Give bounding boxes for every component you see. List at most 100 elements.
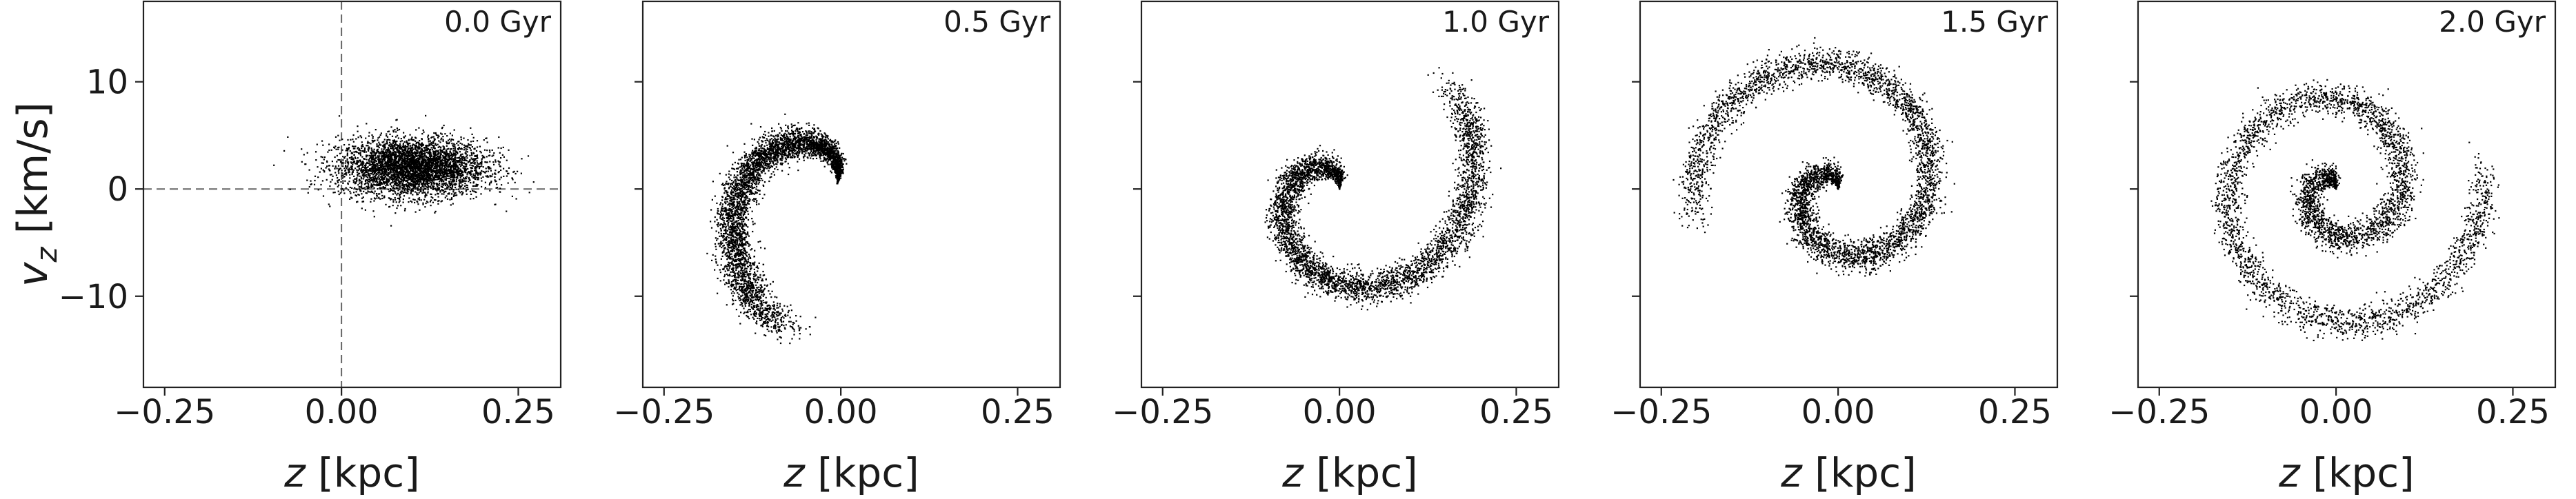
scatter-point xyxy=(392,201,395,203)
scatter-point xyxy=(383,183,386,185)
scatter-point xyxy=(436,167,438,169)
scatter-point xyxy=(360,190,362,192)
scatter-point xyxy=(787,143,790,145)
scatter-point xyxy=(830,163,832,165)
scatter-point xyxy=(357,161,359,163)
scatter-point xyxy=(434,179,436,181)
scatter-point xyxy=(423,174,425,176)
scatter-point xyxy=(437,163,439,165)
scatter-point xyxy=(432,178,435,180)
scatter-point xyxy=(375,164,377,166)
scatter-point xyxy=(370,170,372,172)
scatter-point xyxy=(450,148,452,150)
scatter-point xyxy=(448,182,450,184)
scatter-point xyxy=(476,162,479,164)
scatter-point xyxy=(357,184,359,186)
scatter-point xyxy=(430,167,432,169)
scatter-point xyxy=(400,138,402,140)
scatter-point xyxy=(470,198,472,200)
scatter-point xyxy=(475,166,477,168)
scatter-point xyxy=(453,180,455,183)
scatter-point xyxy=(347,182,349,184)
scatter-point xyxy=(423,131,425,133)
scatter-point xyxy=(407,148,409,150)
scatter-point xyxy=(465,180,467,182)
scatter-point xyxy=(373,192,375,194)
scatter-point xyxy=(730,183,732,185)
scatter-point xyxy=(443,156,446,159)
scatter-point xyxy=(356,163,358,165)
scatter-point xyxy=(764,161,766,163)
scatter-point xyxy=(370,186,372,188)
scatter-point xyxy=(466,165,468,167)
scatter-point xyxy=(350,196,352,198)
scatter-point xyxy=(495,203,497,205)
scatter-point xyxy=(359,153,361,155)
scatter-point xyxy=(389,157,391,160)
scatter-point xyxy=(397,145,400,147)
scatter-point xyxy=(404,145,406,147)
scatter-point xyxy=(352,145,354,147)
scatter-point xyxy=(450,187,453,190)
scatter-point xyxy=(438,188,440,190)
scatter-point xyxy=(416,166,418,168)
scatter-point xyxy=(409,162,411,164)
scatter-point xyxy=(747,232,749,234)
scatter-point xyxy=(758,313,760,315)
scatter-point xyxy=(383,187,386,190)
scatter-point xyxy=(375,178,377,180)
scatter-point xyxy=(383,177,385,179)
scatter-point xyxy=(399,198,401,201)
scatter-point xyxy=(810,133,812,135)
scatter-point xyxy=(378,172,380,174)
scatter-point xyxy=(759,308,761,310)
scatter-point xyxy=(740,181,742,183)
y-tick-label: 0 xyxy=(107,170,128,209)
scatter-point xyxy=(469,179,471,181)
scatter-point xyxy=(363,174,365,176)
scatter-point xyxy=(382,186,384,188)
scatter-point xyxy=(455,165,457,167)
scatter-point xyxy=(420,187,422,189)
scatter-point xyxy=(438,145,440,147)
scatter-point xyxy=(508,149,510,151)
scatter-point xyxy=(806,131,808,133)
scatter-point xyxy=(714,216,716,218)
scatter-point xyxy=(399,141,401,143)
scatter-point xyxy=(423,153,425,155)
scatter-point xyxy=(459,142,461,144)
scatter-point xyxy=(760,305,762,307)
scatter-point xyxy=(379,183,381,185)
scatter-point xyxy=(488,176,490,178)
scatter-point xyxy=(348,169,350,171)
scatter-point xyxy=(423,180,426,182)
scatter-point xyxy=(434,212,436,214)
scatter-point xyxy=(392,190,394,192)
scatter-point xyxy=(452,174,454,176)
scatter-point xyxy=(455,186,457,189)
scatter-point xyxy=(412,162,414,164)
scatter-point xyxy=(392,162,394,164)
scatter-point xyxy=(453,143,455,145)
scatter-point xyxy=(352,169,355,171)
scatter-point xyxy=(357,157,359,159)
scatter-point xyxy=(397,190,399,192)
scatter-point xyxy=(408,179,410,181)
scatter-point xyxy=(755,152,757,154)
scatter-point xyxy=(421,185,423,187)
scatter-point xyxy=(753,157,755,159)
scatter-point xyxy=(443,184,445,186)
scatter-point xyxy=(358,152,360,154)
scatter-point xyxy=(783,151,786,153)
scatter-point xyxy=(396,178,398,180)
scatter-point xyxy=(743,185,746,187)
scatter-point xyxy=(366,185,368,187)
scatter-point xyxy=(421,167,423,169)
scatter-point xyxy=(479,150,481,152)
scatter-point xyxy=(410,167,412,169)
scatter-point xyxy=(482,176,484,178)
scatter-point xyxy=(387,172,390,174)
scatter-point xyxy=(457,174,459,176)
scatter-point xyxy=(392,170,395,172)
scatter-point xyxy=(373,179,376,181)
